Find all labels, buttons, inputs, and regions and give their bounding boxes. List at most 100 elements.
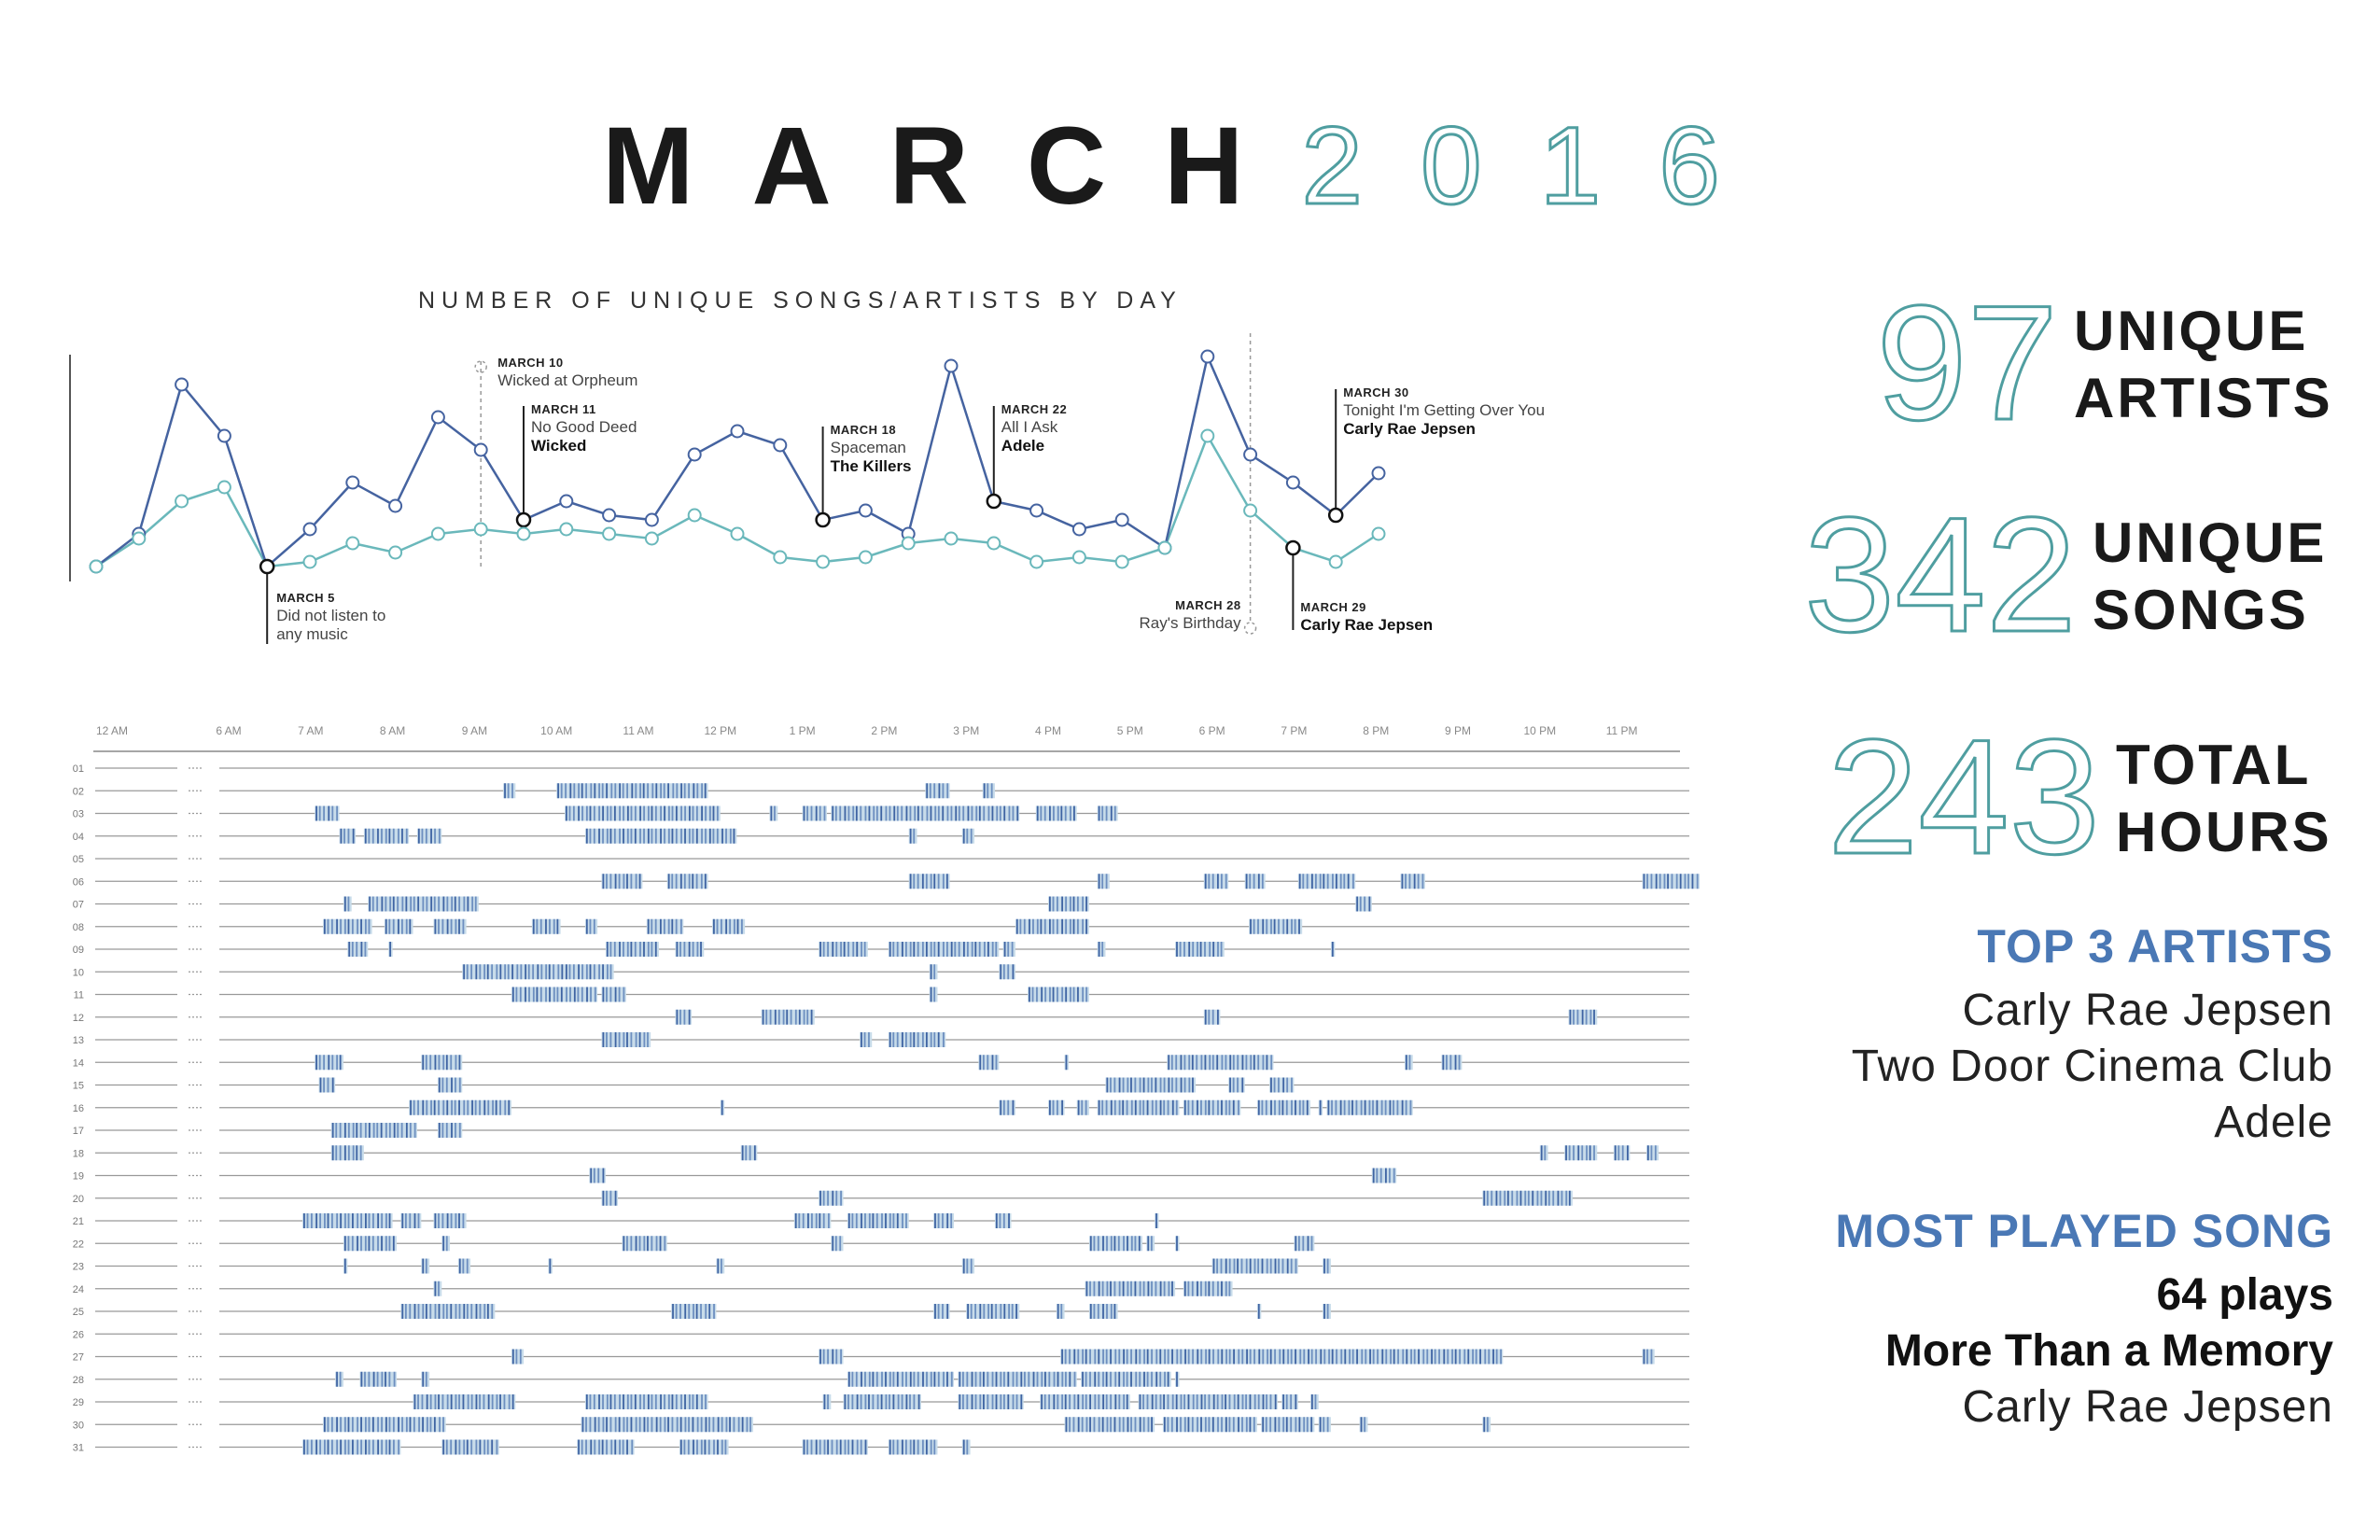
session-tick-day-03-6-9	[1073, 805, 1075, 821]
session-tick-day-03-3-1	[774, 805, 776, 821]
session-tick-day-12-2-0	[762, 1009, 764, 1025]
session-tick-day-28-4-17	[917, 1371, 919, 1387]
session-day-24-3	[1183, 1281, 1233, 1296]
session-tick-day-07-2-24	[467, 896, 469, 912]
session-tick-day-31-3-0	[578, 1439, 580, 1455]
session-tick-day-12-2-1	[765, 1009, 768, 1025]
session-tick-day-09-3-9	[643, 942, 645, 957]
session-tick-day-28-4-10	[889, 1371, 891, 1387]
session-tick-day-27-3-97	[1459, 1349, 1461, 1365]
session-day-08-10	[1249, 918, 1303, 934]
session-tick-day-30-3-12	[1113, 1417, 1116, 1433]
session-tick-day-29-1-13	[467, 1394, 469, 1409]
session-tick-day-25-5-0	[1057, 1304, 1059, 1319]
session-tick-day-04-4-24	[684, 828, 686, 844]
session-tick-day-27-3-94	[1447, 1349, 1449, 1365]
session-tick-day-24-3-1	[1187, 1281, 1190, 1296]
session-day-31-1	[302, 1439, 401, 1455]
series-2-point-day-1	[89, 559, 104, 574]
session-tick-day-11-1-7	[539, 987, 542, 1002]
day-label-19: 19	[73, 1171, 84, 1183]
session-tick-day-29-4-0	[844, 1394, 847, 1409]
session-tick-day-20-3-7	[1511, 1190, 1514, 1206]
session-tick-day-28-4-18	[922, 1371, 924, 1387]
session-tick-day-30-3-21	[1151, 1417, 1153, 1433]
session-tick-day-09-9-8	[1209, 942, 1211, 957]
session-tick-day-04-6-0	[962, 828, 965, 844]
session-tick-day-31-2-12	[491, 1439, 494, 1455]
session-day-09-7	[1002, 942, 1015, 957]
stat-songs-label-1: UNIQUE	[2093, 511, 2328, 574]
session-tick-day-06-9-5	[1663, 874, 1666, 889]
session-tick-day-16-7-3	[1197, 1099, 1198, 1115]
session-tick-day-27-3-75	[1369, 1349, 1371, 1365]
session-tick-day-04-2-9	[401, 828, 403, 844]
session-bg-day-18-3	[1539, 1145, 1548, 1161]
session-tick-day-02-2-8	[590, 783, 593, 799]
session-tick-day-10-1-6	[486, 964, 489, 980]
session-bg-day-21-3	[433, 1213, 467, 1228]
session-bg-day-09-9	[1175, 942, 1225, 957]
session-tick-day-16-6-18	[1171, 1099, 1174, 1115]
session-tick-day-16-7-6	[1208, 1099, 1211, 1115]
session-tick-day-09-6-21	[974, 942, 977, 957]
session-tick-day-16-1-6	[433, 1099, 436, 1115]
session-tick-day-24-3-4	[1200, 1281, 1202, 1296]
session-tick-day-31-6-8	[921, 1439, 924, 1455]
session-tick-day-16-4-0	[1049, 1099, 1051, 1115]
session-day-19-1	[589, 1168, 606, 1183]
session-tick-day-24-2-17	[1155, 1281, 1157, 1296]
session-tick-day-06-3-5	[930, 874, 932, 889]
session-tick-day-03-2-7	[593, 805, 595, 821]
session-tick-day-21-1-8	[336, 1213, 339, 1228]
session-tick-day-31-4-9	[717, 1439, 719, 1455]
session-tick-day-20-3-19	[1561, 1190, 1563, 1206]
session-tick-day-02-2-28	[672, 783, 675, 799]
session-tick-day-03-2-8	[598, 805, 600, 821]
stat-hours-number: 243	[1827, 707, 2102, 889]
session-tick-day-09-5-8	[852, 942, 855, 957]
session-tick-day-03-5-10	[873, 805, 875, 821]
session-tick-day-28-4-1	[851, 1371, 854, 1387]
session-tick-day-27-3-31	[1187, 1349, 1190, 1365]
series-1-point-day-24	[1071, 522, 1086, 537]
session-tick-day-27-3-18	[1135, 1349, 1138, 1365]
session-tick-day-03-2-0	[565, 805, 567, 821]
session-tick-day-11-1-17	[581, 987, 583, 1002]
session-tick-day-06-5-1	[1208, 874, 1211, 889]
session-tick-day-24-1-1	[438, 1281, 440, 1296]
series-2-point-day-22	[987, 536, 1001, 551]
series-2-point-day-25	[1114, 554, 1129, 569]
session-tick-day-10-1-3	[475, 964, 478, 980]
session-tick-day-25-1-19	[479, 1304, 482, 1319]
session-tick-day-18-4-3	[1577, 1145, 1580, 1161]
series-1-point-day-29	[1285, 475, 1300, 490]
session-tick-day-06-3-8	[942, 874, 945, 889]
session-tick-day-29-7-1	[1142, 1394, 1144, 1409]
session-tick-day-10-1-9	[499, 964, 502, 980]
session-tick-day-27-3-26	[1167, 1349, 1169, 1365]
session-tick-day-06-7-1	[1302, 874, 1305, 889]
session-tick-day-03-3-0	[770, 805, 773, 821]
session-tick-day-28-4-11	[892, 1371, 895, 1387]
session-tick-day-28-2-4	[376, 1371, 379, 1387]
session-tick-day-03-5-19	[909, 805, 912, 821]
session-tick-day-30-6-0	[1319, 1417, 1322, 1433]
session-tick-day-27-3-81	[1393, 1349, 1395, 1365]
session-tick-day-08-8-4	[1032, 918, 1034, 934]
session-bg-day-06-5	[1203, 874, 1229, 889]
session-tick-day-28-5-13	[1012, 1371, 1015, 1387]
session-day-29-1	[413, 1394, 516, 1409]
session-tick-day-31-5-13	[856, 1439, 859, 1455]
session-tick-day-03-2-28	[680, 805, 682, 821]
session-tick-day-08-6-7	[675, 918, 678, 934]
session-tick-day-28-5-7	[987, 1371, 989, 1387]
session-bg-day-22-2	[441, 1236, 451, 1252]
session-tick-day-30-2-21	[667, 1417, 669, 1433]
session-tick-day-31-1-6	[327, 1439, 329, 1455]
session-tick-day-21-6-4	[950, 1213, 953, 1228]
session-tick-day-19-2-4	[1389, 1168, 1391, 1183]
session-tick-day-17-2-4	[455, 1123, 456, 1138]
session-tick-day-27-3-27	[1171, 1349, 1173, 1365]
session-tick-day-04-1-3	[352, 828, 355, 844]
